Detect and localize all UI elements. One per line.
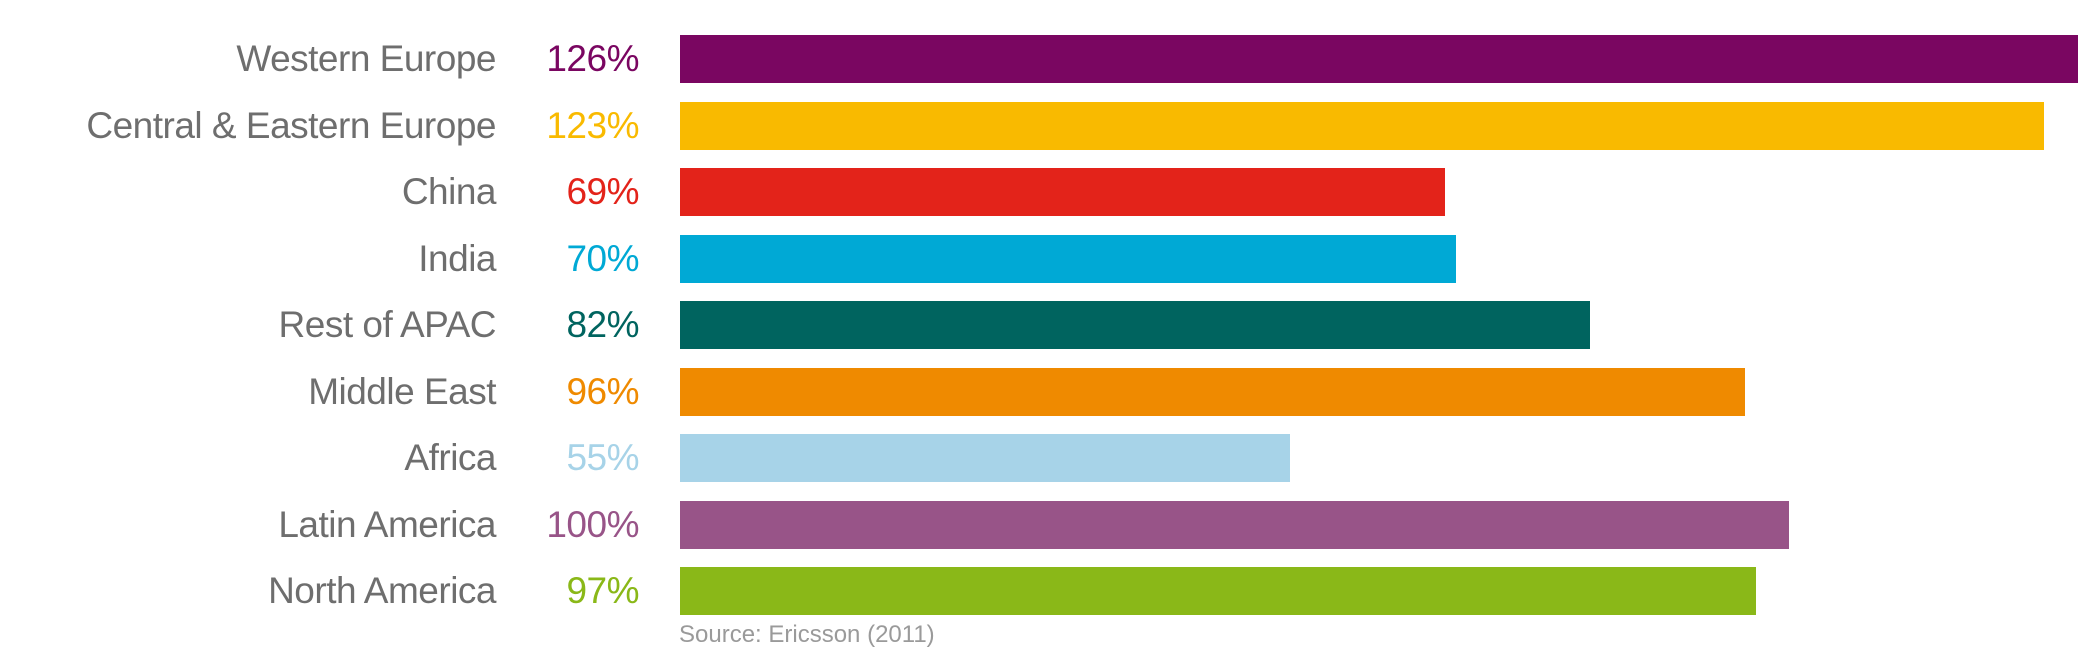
bar-row-middle-east: Middle East 96% [0,367,2078,416]
bar [680,567,1756,615]
category-label: China [401,171,497,212]
category-label: Latin America [278,503,496,545]
bar [680,234,1456,283]
bar-row-north-america: North America 97% [0,567,2078,615]
bar-row-central-eastern-europe: Central & Eastern Europe 123% [0,101,2078,150]
bar [680,101,2044,150]
bar-row-india: India 70% [0,234,2078,283]
value-label: 123% [546,104,639,146]
value-label: 70% [566,237,639,279]
bar [680,500,1789,549]
value-label: 126% [546,38,639,79]
category-label: Central & Eastern Europe [86,104,496,146]
bar-row-china: China 69% [0,168,2078,216]
category-label: Western Europe [236,38,496,79]
bar-row-rest-of-apac: Rest of APAC 82% [0,301,2078,349]
bar [680,367,1745,416]
bar-row-western-europe: Western Europe 126% [0,35,2078,83]
bar-row-africa: Africa 55% [0,434,2078,482]
category-label: India [418,237,496,279]
bar-row-latin-america: Latin America 100% [0,500,2078,549]
bar [680,434,1290,482]
category-label: Rest of APAC [278,304,497,345]
value-label: 96% [566,370,639,412]
source-note: Source: Ericsson (2011) [679,621,935,648]
bar [680,301,1590,349]
value-label: 69% [566,171,639,212]
bar [680,168,1445,216]
bar [680,35,2078,83]
value-label: 100% [546,503,639,545]
value-label: 97% [566,570,639,611]
category-label: North America [268,570,496,611]
value-label: 82% [566,304,639,345]
value-label: 55% [566,437,639,478]
category-label: Africa [404,437,496,478]
category-label: Middle East [308,370,496,412]
